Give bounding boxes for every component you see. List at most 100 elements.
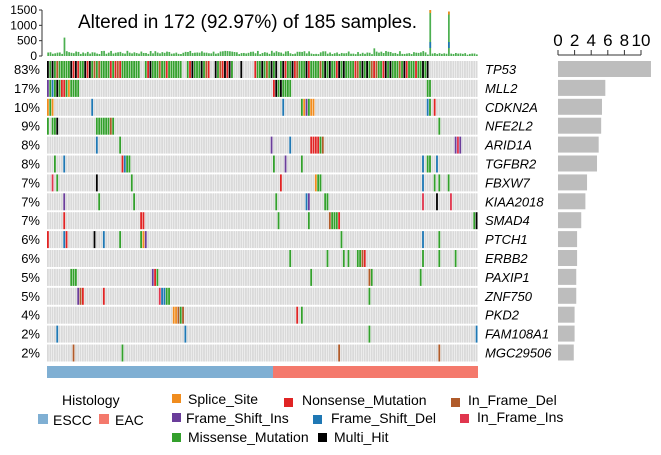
empty-cell: [156, 231, 159, 249]
empty-cell: [49, 231, 52, 249]
empty-cell: [363, 306, 366, 324]
empty-cell: [443, 155, 445, 173]
empty-cell: [272, 231, 275, 249]
empty-cell: [65, 155, 68, 173]
empty-cell: [268, 98, 271, 116]
mutation-cell: [333, 212, 336, 230]
empty-cell: [114, 212, 117, 230]
empty-cell: [228, 306, 231, 324]
mutation-cell: [303, 98, 306, 116]
top-bar: [361, 52, 364, 56]
empty-cell: [254, 174, 257, 192]
empty-cell: [335, 79, 338, 97]
mutation-cell: [49, 61, 52, 78]
empty-cell: [212, 61, 215, 78]
empty-cell: [433, 231, 436, 249]
empty-cell: [238, 98, 240, 116]
empty-cell: [391, 136, 394, 154]
empty-cell: [186, 231, 189, 249]
empty-cell: [91, 174, 94, 192]
empty-cell: [175, 250, 177, 267]
empty-cell: [168, 325, 170, 343]
mutation-cell: [47, 98, 49, 116]
empty-cell: [436, 174, 438, 192]
empty-cell: [107, 212, 110, 230]
empty-cell: [189, 344, 191, 362]
empty-cell: [205, 155, 208, 173]
empty-cell: [452, 61, 455, 78]
gene-count-bar: [558, 212, 582, 229]
empty-cell: [331, 79, 334, 97]
empty-cell: [137, 212, 140, 230]
empty-cell: [324, 268, 327, 286]
empty-cell: [461, 231, 464, 249]
empty-cell: [419, 79, 422, 97]
empty-cell: [384, 250, 387, 267]
empty-cell: [154, 155, 156, 173]
empty-cell: [249, 155, 252, 173]
empty-cell: [184, 193, 187, 211]
empty-cell: [272, 306, 275, 324]
empty-cell: [307, 344, 310, 362]
empty-cell: [210, 61, 212, 78]
empty-cell: [473, 287, 476, 305]
empty-cell: [265, 79, 268, 97]
empty-cell: [168, 155, 170, 173]
gene-count-bar: [558, 193, 586, 210]
empty-cell: [86, 268, 89, 286]
top-bar: [121, 53, 124, 56]
empty-cell: [198, 212, 201, 230]
empty-cell: [457, 155, 459, 173]
empty-cell: [261, 325, 264, 343]
empty-cell: [79, 174, 82, 192]
mutation-legend-swatch: [460, 414, 469, 423]
empty-cell: [88, 325, 91, 343]
empty-cell: [326, 79, 329, 97]
empty-cell: [340, 212, 343, 230]
empty-cell: [387, 136, 389, 154]
empty-cell: [284, 136, 287, 154]
empty-cell: [342, 287, 345, 305]
top-bar: [445, 53, 448, 56]
top-bar: [298, 51, 301, 56]
top-bar: [222, 51, 224, 56]
empty-cell: [161, 231, 163, 249]
empty-cell: [105, 231, 108, 249]
empty-cell: [238, 79, 240, 97]
empty-cell: [219, 212, 222, 230]
empty-cell: [403, 117, 406, 135]
mutation-cell: [63, 231, 66, 249]
empty-cell: [419, 193, 422, 211]
empty-cell: [261, 231, 264, 249]
empty-cell: [93, 174, 96, 192]
empty-cell: [137, 117, 140, 135]
empty-cell: [303, 306, 306, 324]
empty-cell: [298, 136, 301, 154]
mutation-cell: [161, 61, 163, 78]
empty-cell: [345, 98, 348, 116]
empty-cell: [293, 231, 296, 249]
empty-cell: [368, 250, 371, 267]
mutation-cell: [172, 61, 175, 78]
empty-cell: [182, 61, 184, 78]
empty-cell: [147, 231, 150, 249]
empty-cell: [247, 344, 250, 362]
empty-cell: [256, 212, 259, 230]
empty-cell: [182, 268, 184, 286]
empty-cell: [373, 231, 375, 249]
empty-cell: [457, 174, 459, 192]
empty-cell: [457, 287, 459, 305]
empty-cell: [291, 344, 294, 362]
empty-cell: [245, 61, 247, 78]
empty-cell: [81, 250, 84, 267]
empty-cell: [326, 344, 329, 362]
empty-cell: [51, 306, 54, 324]
empty-cell: [130, 325, 133, 343]
empty-cell: [165, 212, 168, 230]
empty-cell: [312, 193, 315, 211]
empty-cell: [319, 117, 322, 135]
empty-cell: [179, 174, 182, 192]
empty-cell: [363, 268, 366, 286]
empty-cell: [293, 268, 296, 286]
empty-cell: [310, 117, 313, 135]
